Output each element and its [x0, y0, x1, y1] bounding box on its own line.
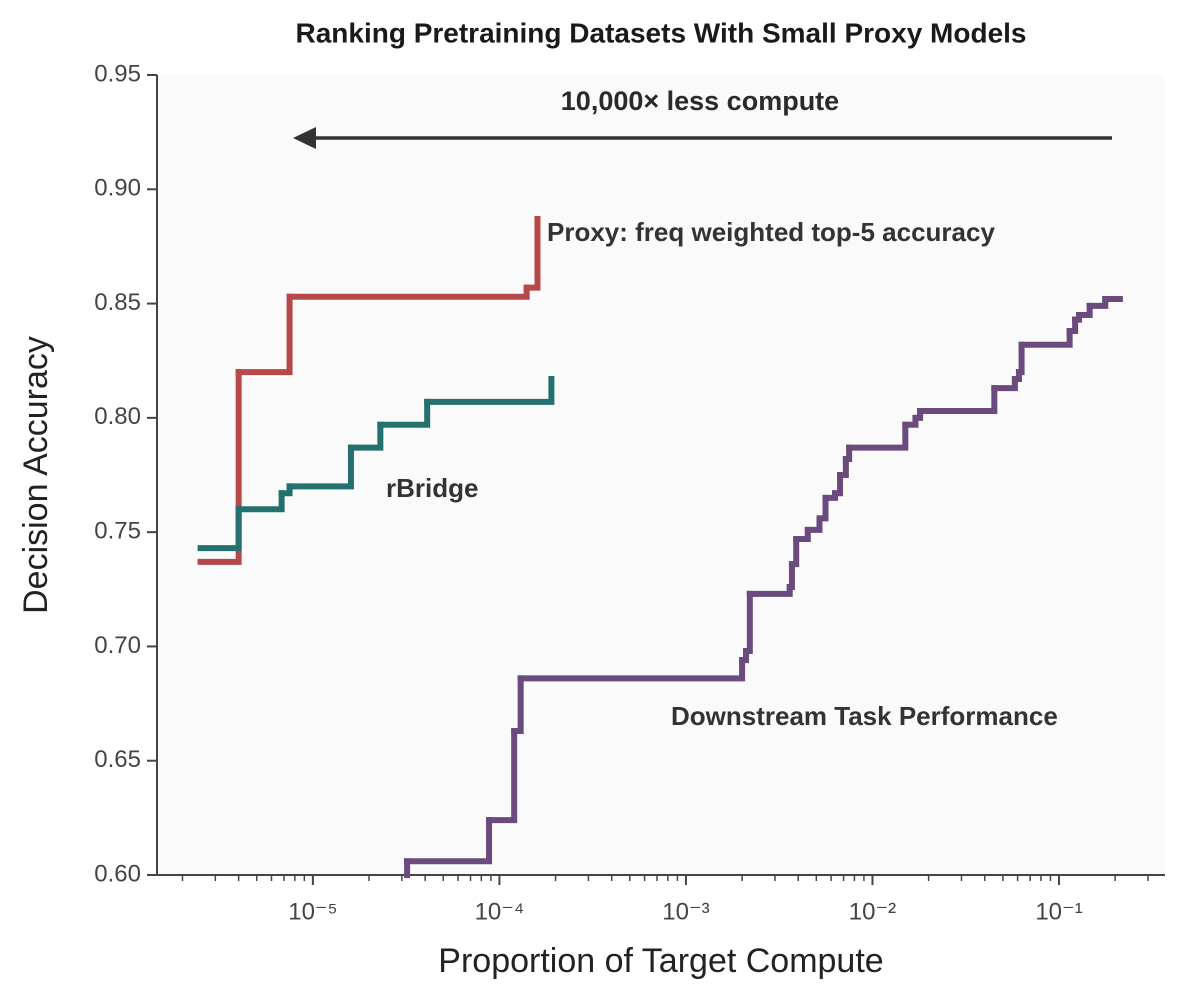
plot-background	[157, 75, 1165, 875]
step-line	[286, 284, 530, 300]
step-line	[786, 561, 795, 590]
chart-title: Ranking Pretraining Datasets With Small …	[295, 17, 1026, 48]
x-tick-label: 10⁻³	[662, 898, 709, 925]
series-label: Downstream Task Performance	[671, 701, 1058, 731]
step-line	[1018, 328, 1073, 348]
step-line	[197, 506, 242, 552]
step-line	[842, 444, 853, 462]
y-tick-label: 0.90	[94, 175, 141, 202]
y-axis-label: Decision Accuracy	[17, 336, 55, 614]
y-tick-label: 0.60	[94, 860, 141, 887]
step-line	[424, 376, 555, 405]
y-tick-label: 0.65	[94, 746, 141, 773]
step-line	[1015, 341, 1025, 376]
step-line	[846, 421, 909, 451]
step-line	[832, 472, 844, 497]
step-line	[788, 536, 800, 568]
step-line	[816, 494, 829, 522]
step-line	[523, 216, 541, 291]
x-axis-label: Proportion of Target Compute	[438, 942, 883, 980]
x-tick-label: 10⁻¹	[1035, 898, 1082, 925]
y-tick-label: 0.95	[94, 60, 141, 87]
step-line	[486, 728, 518, 824]
y-tick-label: 0.85	[94, 289, 141, 316]
step-line	[804, 515, 823, 533]
step-line	[404, 817, 493, 865]
x-tick-label: 10⁻⁴	[475, 898, 525, 925]
arrow-head	[293, 127, 316, 149]
y-tick-label: 0.75	[94, 517, 141, 544]
y-tick-label: 0.80	[94, 403, 141, 430]
step-line	[517, 657, 746, 682]
step-line	[793, 526, 811, 542]
step-line	[347, 421, 384, 451]
step-line	[991, 376, 1018, 392]
series-label: Proxy: freq weighted top-5 accuracy	[547, 217, 995, 247]
step-line	[917, 385, 998, 414]
step-line	[235, 490, 285, 513]
x-tick-label: 10⁻²	[849, 898, 896, 925]
step-line	[197, 369, 242, 565]
step-line	[1066, 316, 1079, 334]
x-tick-label: 10⁻⁵	[288, 898, 337, 925]
series-label: rBridge	[386, 473, 478, 503]
step-line	[377, 398, 431, 428]
step-line	[739, 648, 750, 664]
step-line	[511, 675, 524, 734]
step-line	[743, 590, 753, 654]
annotation: 10,000× less compute	[561, 86, 839, 116]
y-tick-label: 0.70	[94, 632, 141, 659]
step-line	[1076, 302, 1093, 318]
step-line	[837, 456, 849, 478]
step-line	[235, 293, 293, 376]
step-line	[286, 444, 354, 490]
